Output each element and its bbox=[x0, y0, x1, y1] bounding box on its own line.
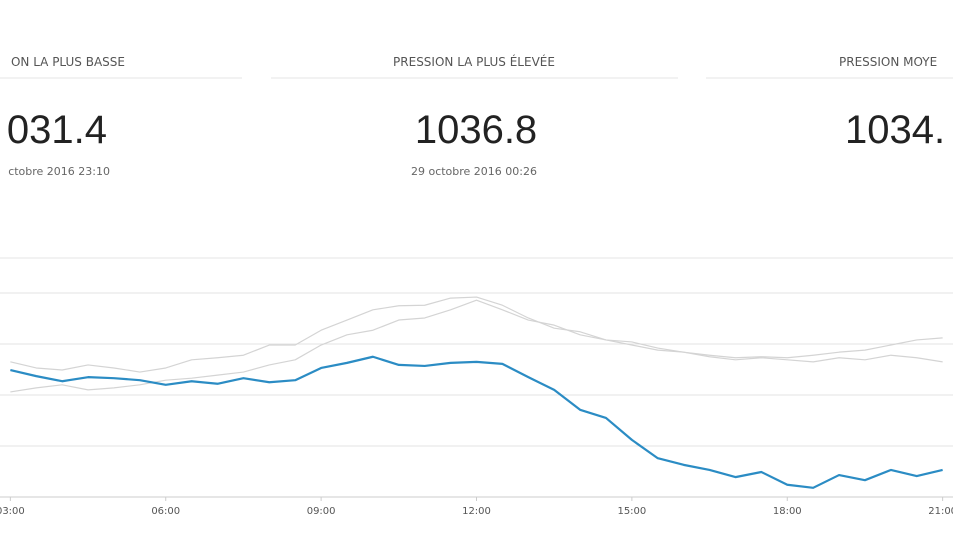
x-tick-label: 15:00 bbox=[617, 506, 646, 517]
stat-label: PRESSION LA PLUS ÉLEVÉE bbox=[393, 54, 555, 69]
stat-value: 1036.8 bbox=[415, 108, 537, 152]
stat-value: 031.4 bbox=[7, 108, 107, 152]
series-line bbox=[10, 355, 943, 489]
stat-date: 29 octobre 2016 00:26 bbox=[411, 165, 537, 178]
series-line bbox=[10, 299, 943, 393]
x-tick-label: 21:00 bbox=[928, 506, 953, 517]
x-tick-label: 18:00 bbox=[773, 506, 802, 517]
stat-label: ON LA PLUS BASSE bbox=[11, 55, 125, 69]
stat-value: 1034. bbox=[845, 108, 945, 152]
stat-label: PRESSION MOYE bbox=[839, 55, 937, 69]
x-tick-label: 09:00 bbox=[307, 506, 336, 517]
stat-date: ctobre 2016 23:10 bbox=[8, 165, 110, 178]
x-tick-label: 06:00 bbox=[151, 506, 180, 517]
x-tick-label: 03:00 bbox=[0, 506, 25, 517]
x-tick-label: 12:00 bbox=[462, 506, 491, 517]
series-line bbox=[10, 296, 943, 373]
